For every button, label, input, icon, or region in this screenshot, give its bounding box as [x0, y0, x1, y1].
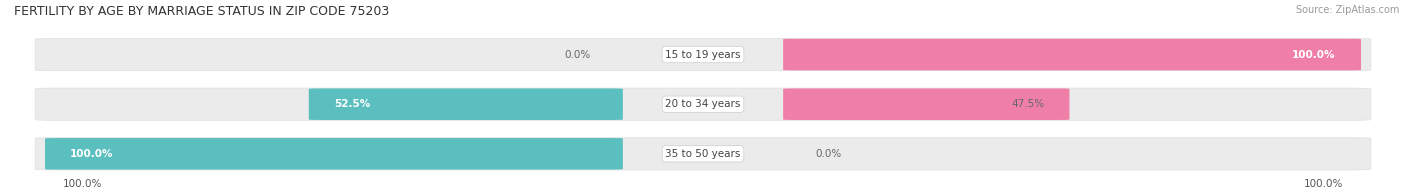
Text: 15 to 19 years: 15 to 19 years — [665, 50, 741, 60]
FancyBboxPatch shape — [45, 138, 623, 170]
FancyBboxPatch shape — [783, 88, 1070, 120]
FancyBboxPatch shape — [35, 38, 1371, 71]
Text: 100.0%: 100.0% — [1303, 179, 1343, 189]
Text: FERTILITY BY AGE BY MARRIAGE STATUS IN ZIP CODE 75203: FERTILITY BY AGE BY MARRIAGE STATUS IN Z… — [14, 5, 389, 18]
Text: Source: ZipAtlas.com: Source: ZipAtlas.com — [1295, 5, 1399, 15]
Text: 100.0%: 100.0% — [63, 179, 103, 189]
FancyBboxPatch shape — [783, 39, 1361, 70]
Text: 35 to 50 years: 35 to 50 years — [665, 149, 741, 159]
Text: 47.5%: 47.5% — [1011, 99, 1045, 109]
Text: 52.5%: 52.5% — [335, 99, 370, 109]
FancyBboxPatch shape — [309, 88, 623, 120]
Text: 0.0%: 0.0% — [564, 50, 591, 60]
Text: 0.0%: 0.0% — [815, 149, 842, 159]
FancyBboxPatch shape — [35, 88, 1371, 120]
Text: 100.0%: 100.0% — [1292, 50, 1336, 60]
Text: 100.0%: 100.0% — [70, 149, 114, 159]
Text: 20 to 34 years: 20 to 34 years — [665, 99, 741, 109]
FancyBboxPatch shape — [35, 138, 1371, 170]
